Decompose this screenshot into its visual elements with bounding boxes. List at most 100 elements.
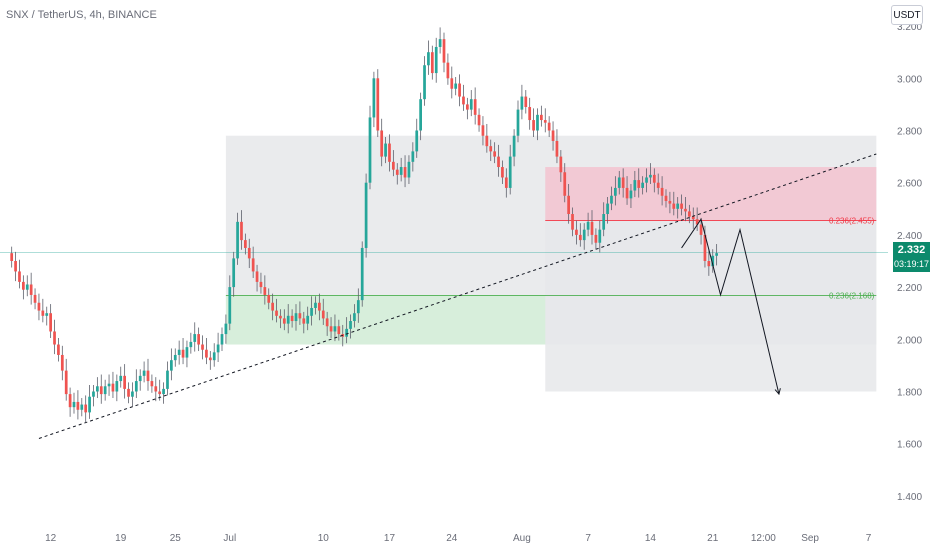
y-tick-label: 3.200: [897, 22, 922, 33]
candle-body: [173, 354, 177, 361]
candle-body: [197, 334, 200, 345]
candle-body: [512, 135, 516, 157]
symbol-header: SNX / TetherUS, 4h, BINANCE: [6, 9, 157, 21]
y-tick-label: 2.400: [897, 231, 922, 242]
candle-body: [337, 326, 341, 335]
candle-body: [72, 401, 76, 408]
candle-body: [329, 326, 333, 332]
candle-body: [641, 182, 644, 188]
candle-body: [649, 174, 652, 178]
candle-body: [388, 143, 391, 162]
candle-body: [676, 203, 680, 209]
candle-body: [575, 229, 578, 235]
x-tick-label: 7: [585, 533, 591, 544]
candle-body: [715, 253, 718, 256]
candle-body: [360, 247, 364, 301]
candle-body: [216, 344, 220, 353]
y-tick-label: 1.400: [897, 492, 922, 503]
candle-body: [590, 221, 594, 235]
last-price-badge: 2.332 03:19:17: [893, 242, 930, 272]
candle-body: [68, 394, 72, 408]
candle-body: [119, 375, 123, 382]
candle-body: [45, 313, 49, 316]
candle-body: [60, 354, 64, 371]
candle-body: [349, 321, 352, 329]
candle-body: [625, 187, 629, 199]
candle-body: [551, 130, 555, 141]
candle-body: [275, 310, 278, 316]
projection-path: [681, 218, 780, 395]
candle-body: [407, 161, 411, 178]
candle-body: [220, 334, 224, 345]
candle-body: [434, 46, 438, 74]
candle-body: [321, 310, 325, 319]
candle-body: [555, 140, 559, 157]
candle-body: [578, 234, 582, 241]
candle-body: [146, 370, 150, 382]
candle-body: [586, 221, 590, 230]
candle-body: [547, 122, 551, 131]
currency-button[interactable]: USDT: [891, 5, 923, 25]
candle-body: [306, 315, 310, 324]
candle-body: [680, 203, 683, 209]
candle-body: [629, 190, 633, 199]
candle-body: [430, 52, 434, 74]
y-tick-label: 2.200: [897, 283, 922, 294]
candle-body: [14, 261, 17, 272]
x-tick-label: 12:00: [751, 533, 776, 544]
candle-body: [255, 271, 259, 282]
candle-body: [314, 302, 317, 308]
candle-body: [294, 313, 298, 322]
x-tick-label: 25: [170, 533, 182, 544]
candle-body: [166, 370, 169, 389]
candle-body: [403, 167, 407, 178]
candle-body: [142, 370, 146, 376]
candle-body: [446, 62, 450, 79]
candle-body: [376, 78, 380, 131]
candle-body: [621, 177, 625, 188]
candle-body: [493, 151, 496, 157]
candle-body: [318, 302, 321, 311]
candle-body: [57, 344, 60, 355]
candle-body: [427, 52, 430, 66]
candle-body: [536, 114, 539, 131]
candle-body: [384, 143, 387, 157]
zone-pink-resistance: [545, 167, 877, 221]
candle-body: [162, 388, 165, 395]
candle-body: [582, 229, 586, 241]
y-tick-label: 2.600: [897, 179, 922, 190]
candle-body: [205, 349, 208, 358]
candle-body: [310, 307, 313, 316]
candle-body: [458, 83, 461, 97]
candle-body: [333, 326, 337, 332]
x-tick-label: 12: [45, 533, 57, 544]
candle-body: [598, 229, 602, 243]
candle-body: [497, 156, 500, 168]
candle-body: [131, 391, 134, 397]
candle-body: [193, 334, 197, 342]
candle-body: [372, 78, 376, 118]
candle-body: [99, 386, 103, 395]
candle-body: [224, 323, 228, 335]
candle-body: [181, 349, 185, 358]
candle-body: [240, 221, 243, 241]
candle-body: [501, 167, 504, 178]
candle-body: [540, 114, 543, 121]
candle-body: [672, 203, 676, 209]
candle-body: [423, 65, 426, 100]
candle-body: [652, 174, 656, 183]
candle-body: [703, 234, 707, 261]
fib-level-label: 0.236(2.168): [829, 291, 875, 300]
candle-body: [520, 96, 524, 110]
candle-body: [298, 313, 302, 319]
candle-body: [528, 107, 532, 121]
candle-body: [244, 240, 247, 248]
candle-body: [469, 99, 473, 110]
candle-body: [411, 151, 415, 162]
candle-body: [660, 187, 664, 196]
candle-body: [302, 318, 306, 324]
candle-body: [290, 315, 294, 322]
candle-body: [37, 302, 41, 311]
candle-body: [103, 386, 107, 395]
